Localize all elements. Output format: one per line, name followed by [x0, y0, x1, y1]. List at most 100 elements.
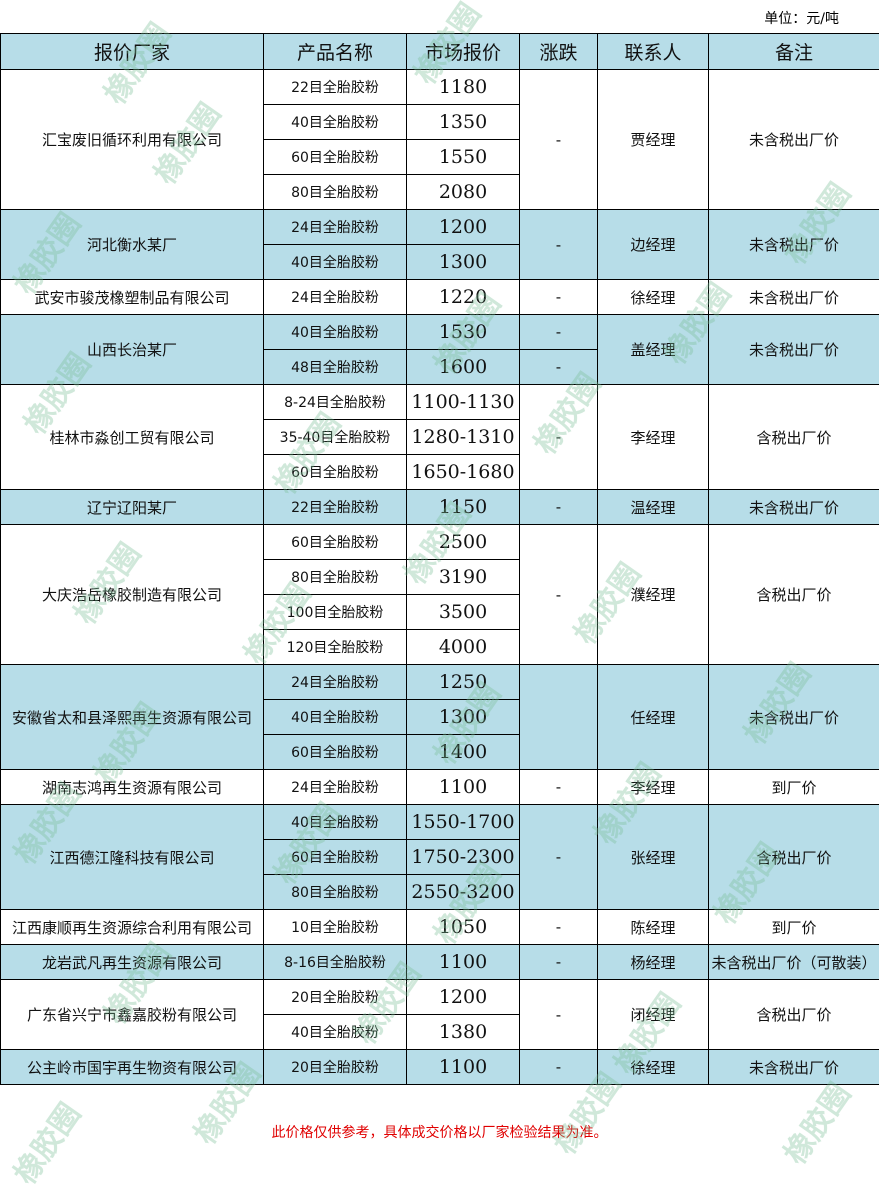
price-change	[520, 665, 598, 770]
market-price: 1530	[407, 315, 520, 350]
market-price: 1600	[407, 350, 520, 385]
company-name: 山西长治某厂	[1, 315, 264, 385]
market-price: 3190	[407, 560, 520, 595]
price-change: -	[520, 1050, 598, 1085]
header-product: 产品名称	[264, 34, 407, 70]
remark: 含税出厂价	[709, 525, 879, 665]
product-name: 40目全胎胶粉	[264, 245, 407, 280]
product-name: 24目全胎胶粉	[264, 210, 407, 245]
market-price: 1300	[407, 700, 520, 735]
remark: 到厂价	[709, 910, 879, 945]
price-change: -	[520, 980, 598, 1050]
company-name: 汇宝废旧循环利用有限公司	[1, 70, 264, 210]
contact-person: 边经理	[598, 210, 709, 280]
price-change: -	[520, 385, 598, 490]
product-name: 60目全胎胶粉	[264, 455, 407, 490]
market-price: 1380	[407, 1015, 520, 1050]
unit-label: 单位：元/吨	[764, 8, 839, 28]
product-name: 20目全胎胶粉	[264, 1050, 407, 1085]
product-name: 10目全胎胶粉	[264, 910, 407, 945]
remark: 含税出厂价	[709, 385, 879, 490]
market-price: 2080	[407, 175, 520, 210]
product-name: 60目全胎胶粉	[264, 840, 407, 875]
remark: 未含税出厂价	[709, 210, 879, 280]
price-change: -	[520, 280, 598, 315]
company-name: 江西德江隆科技有限公司	[1, 805, 264, 910]
price-change: -	[520, 490, 598, 525]
product-name: 60目全胎胶粉	[264, 735, 407, 770]
product-name: 120目全胎胶粉	[264, 630, 407, 665]
header-row: 报价厂家产品名称市场报价涨跌联系人备注	[1, 34, 879, 70]
market-price: 3500	[407, 595, 520, 630]
product-name: 40目全胎胶粉	[264, 805, 407, 840]
contact-person: 陈经理	[598, 910, 709, 945]
market-price: 4000	[407, 630, 520, 665]
company-name: 江西康顺再生资源综合利用有限公司	[1, 910, 264, 945]
market-price: 1550	[407, 140, 520, 175]
contact-person: 杨经理	[598, 945, 709, 980]
company-name: 桂林市淼创工贸有限公司	[1, 385, 264, 490]
remark: 未含税出厂价	[709, 490, 879, 525]
remark: 未含税出厂价（可散装）	[709, 945, 879, 980]
product-name: 20目全胎胶粉	[264, 980, 407, 1015]
header-note: 备注	[709, 34, 879, 70]
header-change: 涨跌	[520, 34, 598, 70]
market-price: 1100-1130	[407, 385, 520, 420]
remark: 未含税出厂价	[709, 1050, 879, 1085]
company-name: 辽宁辽阳某厂	[1, 490, 264, 525]
remark: 未含税出厂价	[709, 70, 879, 210]
price-change: -	[520, 945, 598, 980]
product-name: 40目全胎胶粉	[264, 1015, 407, 1050]
product-name: 80目全胎胶粉	[264, 875, 407, 910]
market-price: 1150	[407, 490, 520, 525]
market-price: 1650-1680	[407, 455, 520, 490]
product-name: 24目全胎胶粉	[264, 665, 407, 700]
market-price: 2500	[407, 525, 520, 560]
remark: 含税出厂价	[709, 805, 879, 910]
contact-person: 李经理	[598, 770, 709, 805]
contact-person: 濮经理	[598, 525, 709, 665]
product-name: 8-16目全胎胶粉	[264, 945, 407, 980]
remark: 到厂价	[709, 770, 879, 805]
company-name: 公主岭市国宇再生物资有限公司	[1, 1050, 264, 1085]
product-name: 60目全胎胶粉	[264, 525, 407, 560]
company-name: 湖南志鸿再生资源有限公司	[1, 770, 264, 805]
contact-person: 张经理	[598, 805, 709, 910]
market-price: 1100	[407, 1050, 520, 1085]
product-name: 100目全胎胶粉	[264, 595, 407, 630]
product-name: 24目全胎胶粉	[264, 280, 407, 315]
contact-person: 盖经理	[598, 315, 709, 385]
header-contact: 联系人	[598, 34, 709, 70]
market-price: 1300	[407, 245, 520, 280]
market-price: 1200	[407, 980, 520, 1015]
header-price: 市场报价	[407, 34, 520, 70]
company-name: 武安市骏茂橡塑制品有限公司	[1, 280, 264, 315]
product-name: 40目全胎胶粉	[264, 315, 407, 350]
remark: 未含税出厂价	[709, 280, 879, 315]
company-name: 大庆浩岳橡胶制造有限公司	[1, 525, 264, 665]
company-name: 河北衡水某厂	[1, 210, 264, 280]
contact-person: 徐经理	[598, 1050, 709, 1085]
market-price: 1100	[407, 945, 520, 980]
market-price: 1550-1700	[407, 805, 520, 840]
market-price: 1400	[407, 735, 520, 770]
market-price: 1050	[407, 910, 520, 945]
contact-person: 徐经理	[598, 280, 709, 315]
company-name: 广东省兴宁市鑫嘉胶粉有限公司	[1, 980, 264, 1050]
market-price: 1100	[407, 770, 520, 805]
market-price: 1220	[407, 280, 520, 315]
price-change: -	[520, 910, 598, 945]
product-name: 80目全胎胶粉	[264, 560, 407, 595]
contact-person: 闭经理	[598, 980, 709, 1050]
price-change: -	[520, 350, 598, 385]
price-change: -	[520, 525, 598, 665]
